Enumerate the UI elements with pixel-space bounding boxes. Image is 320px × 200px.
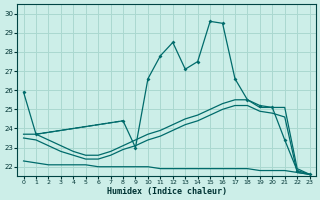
X-axis label: Humidex (Indice chaleur): Humidex (Indice chaleur) bbox=[107, 187, 227, 196]
